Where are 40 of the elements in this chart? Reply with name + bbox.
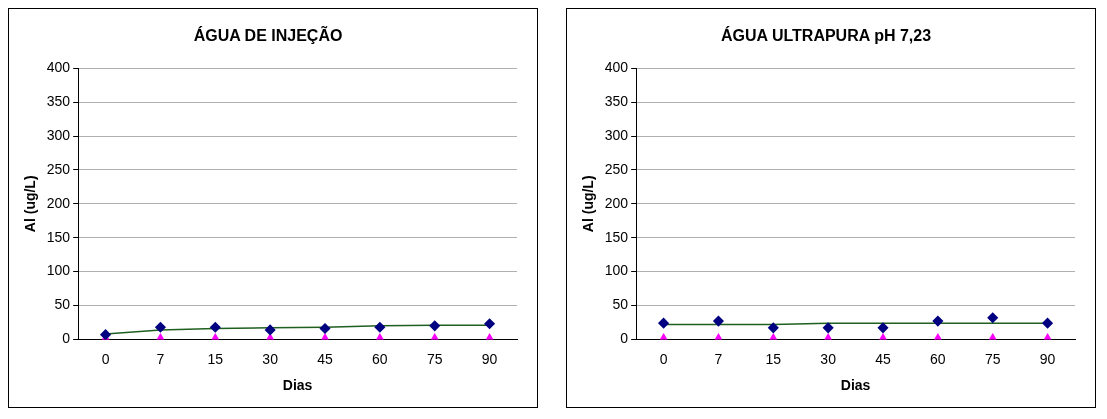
x-tick-label: 30 — [820, 350, 837, 367]
x-tick-label: 90 — [1039, 350, 1056, 367]
chart-title: ÁGUA DE INJEÇÃO — [193, 25, 343, 45]
x-tick-label: 30 — [262, 350, 279, 367]
x-tick-label: 15 — [207, 350, 224, 367]
x-tick-label: 45 — [317, 350, 333, 367]
y-tick-label: 350 — [604, 92, 629, 109]
x-tick-label: 60 — [930, 350, 946, 367]
y-tick-label: 0 — [620, 330, 629, 347]
y-tick-label: 350 — [46, 92, 71, 109]
y-tick-label: 50 — [54, 296, 71, 313]
x-tick-label: 15 — [765, 350, 782, 367]
x-tick-label: 7 — [714, 350, 723, 367]
x-tick-label: 90 — [481, 350, 498, 367]
x-tick-label: 75 — [984, 350, 1001, 367]
y-tick-label: 100 — [46, 262, 71, 279]
y-tick-label: 300 — [46, 126, 71, 143]
y-tick-label: 150 — [46, 228, 71, 245]
y-tick-label: 400 — [604, 59, 629, 76]
y-tick-label: 150 — [604, 228, 629, 245]
x-tick-label: 0 — [101, 350, 110, 367]
x-axis-title: Dias — [282, 377, 313, 394]
x-tick-label: 0 — [659, 350, 668, 367]
y-tick-label: 0 — [62, 330, 71, 347]
y-tick-label: 300 — [604, 126, 629, 143]
y-tick-label: 100 — [604, 262, 629, 279]
y-tick-label: 200 — [604, 194, 629, 211]
x-tick-label: 7 — [156, 350, 165, 367]
y-tick-label: 200 — [46, 194, 71, 211]
y-tick-label: 250 — [46, 160, 71, 177]
y-tick-label: 50 — [612, 296, 629, 313]
x-tick-label: 60 — [372, 350, 388, 367]
y-axis-title: Al (ug/L) — [580, 175, 597, 233]
x-tick-label: 75 — [426, 350, 443, 367]
chart-title: ÁGUA ULTRAPURA pH 7,23 — [720, 26, 932, 45]
x-axis-title: Dias — [840, 377, 871, 394]
x-tick-label: 45 — [875, 350, 891, 367]
y-tick-label: 250 — [604, 160, 629, 177]
y-tick-label: 400 — [46, 59, 71, 76]
y-axis-title: Al (ug/L) — [22, 175, 39, 233]
